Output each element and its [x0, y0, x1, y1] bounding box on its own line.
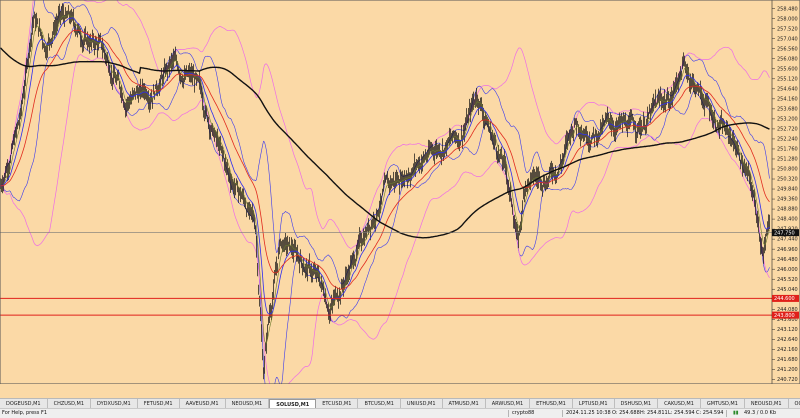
outer-band-upper — [0, 0, 770, 249]
symbol-tab[interactable]: CHZUSD,M1 — [48, 399, 92, 409]
price-tick-label: 243.120 — [777, 327, 798, 333]
price-tick-label: 248.400 — [777, 217, 798, 223]
price-tick-label: 249.840 — [777, 187, 798, 193]
plot-background — [0, 0, 772, 384]
horizontal-levels[interactable] — [0, 232, 772, 316]
current-price-label: 247.750 — [774, 230, 795, 236]
price-tick-label: 255.120 — [777, 76, 798, 82]
price-tick-label: 258.000 — [777, 16, 798, 22]
price-tick-label: 258.480 — [777, 6, 798, 12]
symbol-tab[interactable]: LPTUSD,M1 — [573, 399, 615, 409]
help-text: For Help, press F1 — [2, 410, 48, 416]
symbol-tab[interactable]: AAVEUSD,M1 — [180, 399, 226, 409]
level-price-label: 244.600 — [774, 296, 795, 302]
symbol-tab[interactable]: DOGEUSD,M1 — [0, 399, 48, 409]
symbol-tab[interactable]: DSHUSD,M1 — [615, 399, 659, 409]
symbol-tab[interactable]: DYDXUSD,M1 — [91, 399, 138, 409]
symbol-tab[interactable]: NEOUSD,M1 — [745, 399, 789, 409]
price-tick-label: 257.040 — [777, 36, 798, 42]
bar-close: C: 254.594 — [696, 410, 724, 416]
price-tick-label: 244.080 — [777, 307, 798, 313]
price-tags: 244.600 243.800 247.750 — [772, 229, 799, 319]
price-tick-label: 251.280 — [777, 157, 798, 163]
level-price-label: 243.800 — [774, 313, 795, 319]
traffic-indicator: 49.3 / 0.0 Kb — [744, 410, 776, 416]
bar-low: L: 254.594 — [668, 410, 695, 416]
symbol-tab-bar: DOGEUSD,M1 CHZUSD,M1 DYDXUSD,M1 FETUSD,M1 AA… — [0, 398, 800, 409]
price-axis[interactable]: 258.480 258.000 257.520 257.040 256.560 256.0… — [772, 6, 798, 383]
symbol-tab[interactable]: BTCUSD,M1 — [358, 399, 401, 409]
price-tick-label: 246.960 — [777, 247, 798, 253]
inner-band-upper — [0, 0, 770, 285]
price-tick-label: 246.480 — [777, 257, 798, 263]
symbol-tab[interactable]: UNIUSD,M1 — [401, 399, 443, 409]
ma-mid — [0, 29, 770, 290]
symbol-tab[interactable]: FETUSD,M1 — [138, 399, 180, 409]
price-tick-label: 241.200 — [777, 367, 798, 373]
symbol-tab[interactable]: SOLUSD,M1 — [269, 399, 317, 409]
bar-high: H: 254.811 — [640, 410, 668, 416]
ma-long — [0, 47, 770, 239]
symbol-tab[interactable]: ARWUSD,M1 — [486, 399, 531, 409]
price-tick-label: 242.640 — [777, 337, 798, 343]
level-price-tag — [772, 311, 799, 319]
level-price-tag — [772, 294, 799, 302]
price-tick-label: 249.360 — [777, 197, 798, 203]
price-tick-label: 247.440 — [777, 237, 798, 243]
bar-datetime: 2024.11.25 10:38 — [566, 410, 611, 416]
price-tick-label: 256.080 — [777, 56, 798, 62]
price-tick-label: 250.800 — [777, 167, 798, 173]
price-tick-label: 256.560 — [777, 46, 798, 52]
symbol-tab[interactable]: GMTUSD,M1 — [701, 399, 745, 409]
status-bar: For Help, press F1 crypto88 2024.11.25 1… — [0, 408, 800, 418]
price-tick-label: 254.160 — [777, 96, 798, 102]
price-tick-label: 243.600 — [777, 317, 798, 323]
price-tick-label: 252.240 — [777, 137, 798, 143]
price-tick-label: 242.160 — [777, 347, 798, 353]
price-tick-label: 245.040 — [777, 287, 798, 293]
price-tick-label: 253.200 — [777, 116, 798, 122]
price-tick-label: 240.720 — [777, 377, 798, 383]
bar-open: O: 254.688 — [612, 410, 640, 416]
symbol-tab[interactable]: OCTUSD,M1 — [789, 399, 800, 409]
price-tick-label: 246.000 — [777, 267, 798, 273]
price-tick-label: 250.320 — [777, 177, 798, 183]
current-price-tag — [772, 229, 799, 237]
symbol-tab[interactable]: ATMUSD,M1 — [443, 399, 486, 409]
symbol-tab[interactable]: ETCUSD,M1 — [316, 399, 359, 409]
price-tick-label: 257.520 — [777, 26, 798, 32]
price-tick-label: 255.600 — [777, 66, 798, 72]
ma-very-fast — [0, 14, 770, 344]
price-tick-label: 253.680 — [777, 106, 798, 112]
price-chart[interactable]: 258.480 258.000 257.520 257.040 256.560 256.0… — [0, 0, 800, 384]
moving-averages — [0, 14, 770, 344]
price-tick-label: 254.640 — [777, 86, 798, 92]
connection-icon: ▮▮ — [733, 410, 739, 416]
price-tick-label: 241.680 — [777, 357, 798, 363]
price-tick-label: 252.720 — [777, 127, 798, 133]
symbol-tab[interactable]: CAKUSD,M1 — [658, 399, 701, 409]
price-tick-label: 251.760 — [777, 147, 798, 153]
profile-name: crypto88 — [512, 410, 535, 416]
symbol-tab[interactable]: ETHUSD,M1 — [530, 399, 573, 409]
outer-band-lower — [0, 54, 770, 384]
price-tick-label: 248.880 — [777, 207, 798, 213]
symbol-tab[interactable]: NEOUSD,M1 — [226, 399, 270, 409]
price-tick-label: 245.520 — [777, 277, 798, 283]
